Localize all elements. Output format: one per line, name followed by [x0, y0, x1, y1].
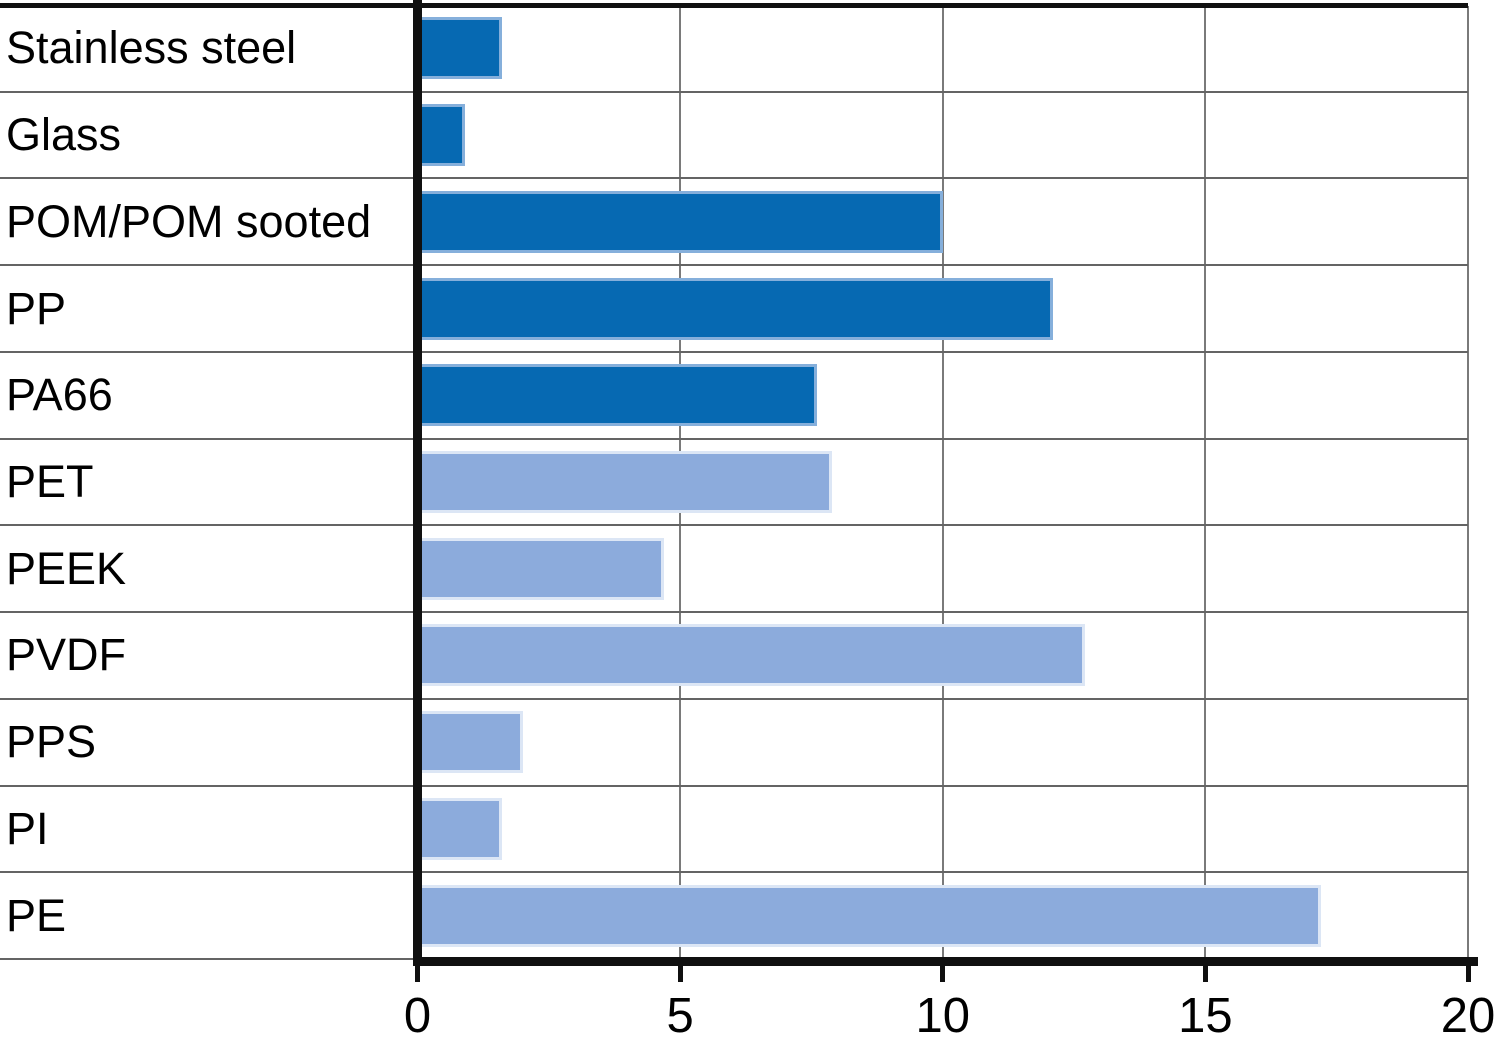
chart-row: POM/POM sooted	[0, 179, 1468, 267]
chart-top-border	[0, 3, 1468, 8]
x-axis-tick	[1465, 966, 1471, 982]
category-label: PI	[6, 802, 49, 854]
bar	[417, 537, 665, 600]
x-axis-tick	[415, 966, 420, 982]
category-label: PA66	[6, 369, 113, 421]
category-label: PE	[6, 889, 67, 941]
category-label: POM/POM sooted	[6, 195, 372, 247]
x-tick-label: 20	[1440, 989, 1494, 1043]
x-tick-label: 15	[1178, 989, 1233, 1043]
category-label: PEEK	[6, 542, 127, 594]
bar	[417, 884, 1321, 947]
x-axis-tick	[677, 966, 683, 982]
x-axis-tick	[1202, 966, 1208, 982]
chart-row: Stainless steel	[0, 6, 1468, 93]
bar	[417, 364, 817, 427]
bar	[417, 450, 833, 513]
chart-row: PI	[0, 787, 1468, 874]
chart-row: PP	[0, 266, 1468, 353]
category-label: PET	[6, 455, 94, 507]
bar	[417, 190, 943, 253]
x-gridline	[1204, 6, 1207, 960]
bar	[417, 104, 465, 167]
category-label: PP	[6, 282, 67, 334]
category-label: PVDF	[6, 629, 127, 681]
bar	[417, 711, 523, 774]
chart-row: PPS	[0, 700, 1468, 787]
bar	[417, 624, 1085, 687]
chart-row: PET	[0, 440, 1468, 527]
x-tick-label: 5	[666, 989, 694, 1043]
category-label: PPS	[6, 716, 97, 768]
chart-row: PEEK	[0, 526, 1468, 614]
category-label: Glass	[6, 109, 122, 161]
bar	[417, 277, 1054, 340]
y-axis-line	[413, 0, 422, 966]
x-gridline	[941, 6, 944, 960]
x-tick-label: 10	[915, 989, 970, 1043]
chart-row: Glass	[0, 93, 1468, 180]
bar	[417, 17, 502, 80]
x-gridline	[1467, 6, 1469, 960]
category-label: Stainless steel	[6, 22, 297, 74]
bar	[417, 797, 502, 860]
x-tick-label: 0	[403, 989, 432, 1043]
chart-row: PE	[0, 873, 1468, 960]
chart-row: PVDF	[0, 613, 1468, 700]
chart-row: PA66	[0, 353, 1468, 440]
x-axis-tick	[940, 966, 946, 982]
x-axis-line	[413, 957, 1478, 966]
